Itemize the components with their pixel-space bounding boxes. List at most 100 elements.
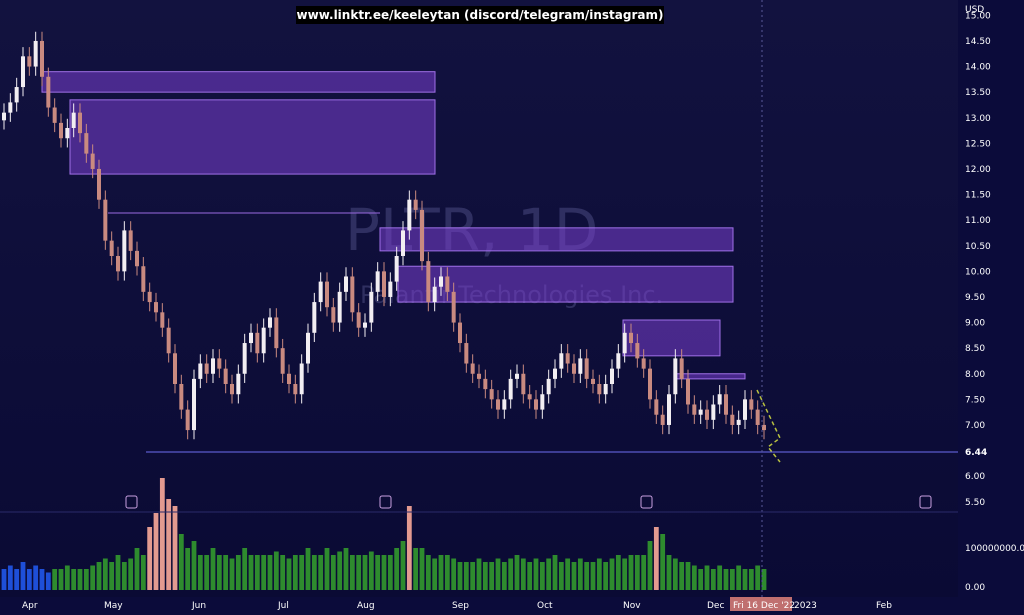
volume-bar — [615, 555, 621, 590]
price-tick-label: 7.50 — [965, 395, 985, 405]
candle-body — [65, 128, 70, 139]
volume-bar — [261, 555, 267, 590]
candle-body — [135, 250, 139, 267]
candle-body — [350, 276, 355, 313]
volume-bar — [299, 555, 305, 590]
volume-bar — [444, 555, 450, 590]
candle-body — [483, 378, 488, 390]
candle-body — [508, 378, 513, 400]
candle-body — [749, 399, 754, 410]
candle-body — [255, 332, 260, 354]
volume-bar — [77, 569, 83, 590]
volume-bar — [571, 562, 577, 590]
volume-bar — [406, 506, 412, 590]
time-tick-label: Aug — [357, 601, 375, 611]
volume-bar — [482, 562, 488, 590]
volume-axis-ticks: 100000000.00 0.00 — [965, 544, 1024, 593]
volume-bar — [381, 555, 387, 590]
volume-bar — [463, 562, 469, 590]
candle-body — [686, 378, 690, 405]
volume-bar — [653, 527, 659, 590]
volume-bar — [26, 569, 32, 590]
candle-body — [546, 378, 551, 395]
candle-body — [363, 322, 367, 328]
volume-bar — [242, 548, 248, 590]
time-tick-label: Apr — [22, 601, 38, 611]
volume-bar — [324, 548, 330, 590]
candle-body — [230, 384, 234, 395]
price-tick-label: 9.50 — [965, 293, 985, 303]
volume-bar — [71, 569, 77, 590]
candle-body — [71, 112, 76, 128]
earnings-marker[interactable] — [640, 495, 653, 509]
candle-body — [154, 302, 158, 313]
candle-body — [591, 378, 595, 384]
volume-bar — [229, 558, 235, 590]
price-tick-label: 11.50 — [965, 191, 991, 201]
volume-bar — [508, 558, 514, 590]
volume-bar — [419, 548, 425, 590]
candle-body — [489, 389, 494, 400]
price-tick-label: 8.00 — [965, 370, 985, 380]
volume-bar — [457, 562, 463, 590]
candle-body — [274, 317, 279, 349]
volume-bar — [223, 555, 229, 590]
candle-body — [388, 281, 393, 297]
candle-body — [553, 368, 557, 379]
volume-bar — [679, 562, 685, 590]
volume-bar — [147, 527, 153, 590]
candle-body — [375, 271, 380, 292]
volume-bar — [292, 555, 298, 590]
price-tick-label: 12.50 — [965, 139, 991, 149]
volume-bar — [267, 555, 273, 590]
volume-bar — [717, 565, 723, 590]
volume-bar — [577, 558, 583, 590]
supply-zone — [41, 71, 436, 93]
volume-bar — [729, 569, 735, 590]
volume-bar — [185, 548, 191, 590]
candle-body — [641, 358, 646, 369]
candle-body — [439, 276, 443, 287]
volume-bar — [20, 562, 26, 590]
candle-body — [356, 312, 361, 328]
candle-body — [584, 358, 589, 379]
volume-bar — [178, 534, 184, 590]
candle-body — [40, 40, 44, 77]
candle-body — [166, 327, 171, 354]
volume-bar — [52, 569, 58, 590]
candle-body — [261, 327, 266, 354]
volume-bar — [153, 513, 159, 590]
candle-body — [679, 358, 684, 379]
volume-bar — [628, 555, 634, 590]
candle-body — [521, 373, 526, 395]
candle-body — [705, 409, 709, 420]
candle-body — [52, 107, 57, 123]
candle-body — [540, 394, 545, 410]
earnings-marker[interactable] — [919, 495, 932, 509]
candle-body — [629, 332, 633, 344]
earnings-marker[interactable] — [125, 495, 138, 509]
candle-body — [515, 373, 519, 379]
volume-bars — [1, 478, 767, 590]
volume-bar — [634, 555, 640, 590]
supply-zones — [41, 71, 746, 380]
candle-body — [426, 261, 431, 303]
volume-bar — [501, 562, 507, 590]
volume-bar — [96, 562, 102, 590]
volume-bar — [748, 569, 754, 590]
candle-body — [432, 286, 437, 303]
candle-body — [59, 122, 63, 139]
volume-bar — [191, 541, 197, 590]
volume-bar — [438, 555, 444, 590]
candle-body — [401, 230, 405, 256]
volume-bar — [64, 565, 70, 590]
candle-body — [622, 332, 627, 354]
volume-bar — [115, 555, 121, 590]
earnings-marker[interactable] — [379, 495, 392, 509]
volume-bar — [647, 541, 653, 590]
candle-body — [116, 256, 120, 272]
volume-bar — [39, 569, 45, 590]
candle-body — [90, 153, 95, 169]
volume-bar — [476, 558, 482, 590]
